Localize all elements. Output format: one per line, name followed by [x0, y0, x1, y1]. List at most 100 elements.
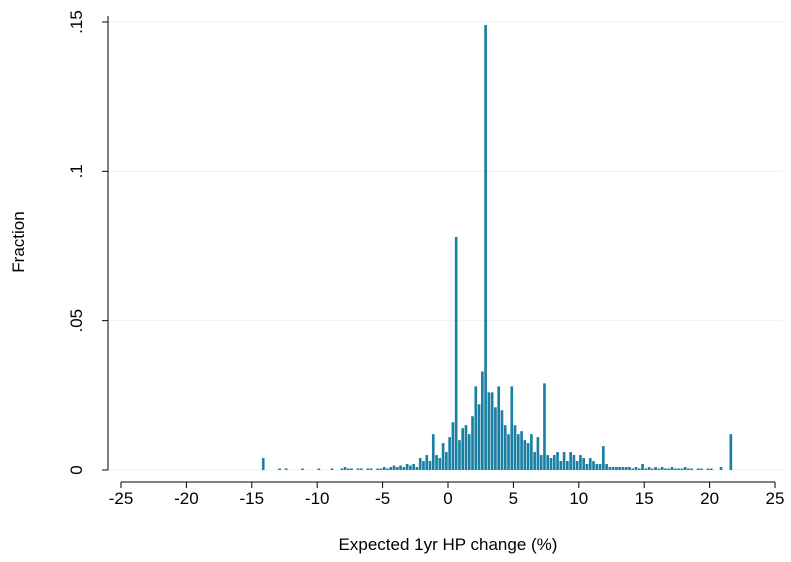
bar — [448, 437, 451, 470]
x-tick-label: -5 — [375, 489, 390, 508]
bar — [637, 468, 641, 470]
bar — [670, 467, 674, 470]
bar — [500, 410, 504, 470]
bar — [664, 468, 667, 470]
bar — [680, 468, 684, 470]
bar — [677, 468, 680, 470]
bar — [566, 461, 569, 470]
bar — [556, 452, 559, 470]
bar — [284, 468, 288, 470]
bar — [608, 467, 612, 470]
bar — [641, 464, 644, 470]
bar — [634, 467, 638, 470]
bar — [706, 468, 710, 470]
bar — [464, 425, 468, 470]
x-tick-label: 0 — [443, 489, 452, 508]
y-tick-label: .1 — [67, 164, 86, 178]
bar — [651, 468, 654, 470]
bar — [301, 468, 304, 470]
bar — [657, 468, 661, 470]
bar — [402, 467, 406, 470]
bar — [533, 452, 536, 470]
y-tick-label: .05 — [67, 309, 86, 333]
x-tick-label: 15 — [635, 489, 654, 508]
bar — [572, 455, 576, 470]
bar — [579, 455, 582, 470]
bar — [330, 468, 334, 470]
bar — [458, 440, 461, 470]
bar — [376, 468, 380, 470]
bar — [405, 464, 409, 470]
bar — [543, 383, 546, 470]
bar — [467, 434, 471, 470]
bar — [422, 461, 425, 470]
bar — [582, 458, 586, 470]
bar — [471, 416, 474, 470]
bar — [343, 467, 347, 470]
bar — [487, 392, 491, 470]
bar — [399, 465, 402, 470]
bar — [445, 452, 448, 470]
bar — [696, 468, 700, 470]
bar — [523, 440, 527, 470]
y-axis-title: Fraction — [9, 211, 28, 272]
bar — [350, 468, 353, 470]
bar — [409, 465, 412, 470]
bar — [585, 464, 589, 470]
bar — [605, 464, 608, 470]
y-tick-label: .15 — [67, 10, 86, 34]
bar — [513, 425, 517, 470]
bar — [562, 452, 566, 470]
bar — [559, 461, 563, 470]
bar — [644, 468, 648, 470]
bar — [700, 468, 703, 470]
bar — [474, 386, 478, 470]
bar — [415, 467, 419, 470]
bar — [490, 392, 494, 470]
bar — [598, 464, 602, 470]
bar — [530, 434, 533, 470]
x-tick-label: 10 — [569, 489, 588, 508]
bar — [628, 467, 631, 470]
bar — [497, 386, 501, 470]
bar — [690, 468, 693, 470]
bar — [569, 452, 572, 470]
bar — [539, 455, 543, 470]
bar — [356, 468, 360, 470]
bar — [477, 404, 481, 470]
bar — [395, 467, 399, 470]
x-tick-label: -25 — [109, 489, 134, 508]
bar — [412, 464, 415, 470]
bar — [595, 464, 599, 470]
bar — [428, 461, 432, 470]
bar — [667, 468, 671, 470]
bar — [461, 428, 465, 470]
bar — [389, 467, 393, 470]
bar — [647, 467, 651, 470]
bar — [615, 467, 618, 470]
bar — [451, 422, 455, 470]
bar — [719, 467, 723, 470]
bar — [575, 461, 579, 470]
bar — [278, 468, 281, 470]
bar — [592, 461, 595, 470]
bar — [631, 468, 635, 470]
bar — [516, 434, 520, 470]
x-tick-label: -15 — [240, 489, 265, 508]
y-tick-label: 0 — [67, 465, 86, 474]
bar — [438, 458, 442, 470]
bar — [526, 443, 530, 470]
bar — [382, 467, 386, 470]
x-tick-label: -20 — [174, 489, 199, 508]
bar — [503, 425, 507, 470]
bar — [624, 467, 628, 470]
bar — [346, 468, 350, 470]
x-tick-label: -10 — [305, 489, 330, 508]
bar — [683, 467, 687, 470]
bar — [621, 467, 625, 470]
bar — [549, 458, 553, 470]
bar — [360, 468, 363, 470]
bar — [618, 467, 622, 470]
bar — [660, 467, 664, 470]
bar — [379, 468, 383, 470]
